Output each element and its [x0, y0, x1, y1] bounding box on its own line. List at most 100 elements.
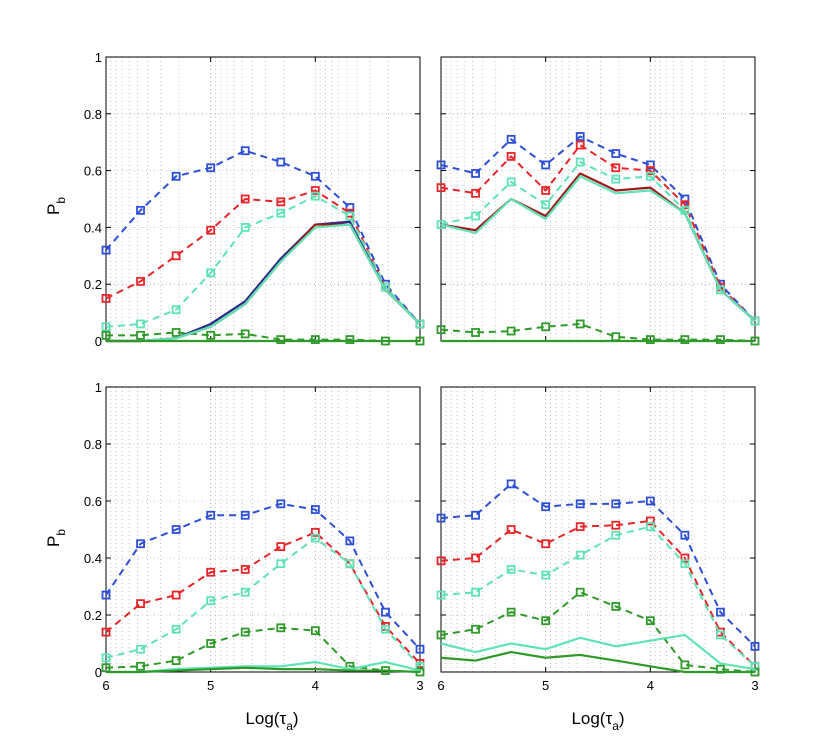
data-point-cyan-dashed: [171, 305, 181, 315]
data-point-blue-dashed: [101, 245, 111, 255]
data-point-cyan-dashed: [136, 319, 145, 329]
series-line-green-solid: [106, 666, 421, 674]
data-point-blue-dashed: [136, 205, 145, 215]
data-point-cyan-dashed: [310, 191, 320, 201]
data-point-green-dashed: [345, 335, 355, 344]
data-point-red-dashed: [101, 293, 111, 303]
data-point-red-dashed: [206, 567, 216, 577]
data-point-green-dashed: [310, 626, 320, 636]
data-point-green-dashed: [206, 639, 216, 648]
data-point-red-dashed: [240, 565, 250, 574]
ytick-label: 0.2: [84, 608, 102, 623]
panel-bottom-right: 6 5 4 3: [436, 386, 760, 693]
data-point-red-dashed: [101, 627, 111, 637]
ytick-label: 0.4: [84, 551, 102, 566]
data-point-cyan-dashed: [575, 550, 585, 560]
ytick-label: 0.6: [84, 494, 102, 509]
data-point-red-dashed: [240, 194, 250, 204]
xlabel-bottom-left: Log(τa): [245, 709, 298, 733]
data-point-cyan-dashed: [541, 570, 551, 580]
data-point-blue-dashed: [471, 169, 480, 178]
ytick-label: 0.8: [84, 107, 102, 122]
series-line-cyan-dashed: [440, 161, 756, 322]
series-line-green-dashed: [440, 591, 756, 673]
data-point-green-dashed: [310, 335, 320, 344]
data-point-red-dashed: [680, 200, 690, 210]
data-point-blue-dashed: [716, 607, 725, 617]
series-line-green-solid: [440, 650, 755, 674]
data-point-cyan-dashed: [611, 530, 621, 540]
panel-bottom-left: 0 0.2 0.4 0.6 0.8 1 6 5 4 3: [84, 380, 425, 693]
data-point-red-dashed: [206, 225, 216, 235]
xtick-label: 4: [312, 678, 319, 693]
data-point-green-dashed: [436, 630, 446, 640]
data-point-red-dashed: [575, 140, 585, 150]
data-point-red-dashed: [171, 590, 181, 600]
ytick-label: 0.8: [84, 437, 102, 452]
ytick-label: 1: [95, 380, 102, 395]
data-point-cyan-dashed: [680, 559, 690, 569]
xtick-label: 6: [437, 678, 444, 693]
data-point-red-dashed: [645, 516, 655, 526]
data-point-blue-dashed: [345, 536, 355, 546]
data-point-blue-dashed: [506, 134, 516, 144]
axes-box: [105, 386, 421, 673]
data-point-blue-dashed: [436, 160, 446, 170]
data-point-blue-dashed: [645, 496, 655, 506]
data-point-red-dashed: [276, 542, 286, 551]
ytick-label: 0.2: [84, 277, 102, 292]
data-point-red-dashed: [310, 527, 320, 537]
data-point-cyan-dashed: [645, 171, 655, 181]
data-point-blue-dashed: [541, 160, 551, 170]
data-point-blue-dashed: [750, 641, 760, 651]
data-point-green-dashed: [645, 335, 655, 344]
data-point-green-dashed: [680, 660, 690, 670]
data-point-cyan-dashed: [206, 268, 216, 278]
data-point-green-dashed: [136, 330, 145, 340]
series-line-cyan-solid: [440, 175, 756, 322]
ytick-label: 0.4: [84, 220, 102, 235]
data-point-red-dashed: [611, 520, 621, 530]
data-point-green-dashed: [276, 623, 286, 633]
series-line-red-dashed: [105, 531, 421, 665]
data-point-green-dashed: [645, 616, 655, 626]
ytick-label: 0: [95, 334, 102, 349]
data-point-blue-dashed: [276, 499, 286, 509]
data-point-blue-dashed: [345, 203, 355, 212]
data-point-green-dashed: [611, 602, 621, 611]
series-line-cyan-dashed: [105, 537, 421, 667]
ytick-label: 0.6: [84, 164, 102, 179]
ylabel-bottom: Pb: [44, 529, 68, 547]
data-point-blue-dashed: [206, 163, 216, 173]
xtick-label: 3: [416, 678, 423, 693]
data-point-cyan-dashed: [240, 587, 250, 597]
data-point-red-dashed: [575, 522, 585, 532]
series-line-green-dashed: [106, 331, 420, 342]
data-point-green-dashed: [276, 335, 286, 344]
data-point-red-dashed: [541, 539, 551, 549]
series-line-red-dashed: [440, 519, 756, 668]
data-point-cyan-dashed: [541, 200, 551, 210]
data-point-cyan-dashed: [750, 316, 760, 326]
data-point-green-dashed: [206, 330, 216, 340]
data-point-green-dashed: [506, 326, 516, 336]
data-point-red-dashed: [680, 553, 690, 563]
data-point-green-dashed: [171, 328, 181, 337]
series-line-red-dashed: [440, 144, 756, 322]
data-point-cyan-dashed: [716, 285, 725, 295]
series-line-cyan-solid: [106, 223, 421, 343]
data-point-green-dashed: [541, 322, 551, 332]
data-point-red-dashed: [506, 525, 516, 534]
data-point-cyan-dashed: [716, 630, 725, 640]
data-point-blue-dashed: [206, 510, 216, 520]
data-point-green-dashed: [240, 627, 250, 637]
xtick-label: 4: [647, 678, 654, 693]
axes-box: [440, 386, 756, 673]
data-point-cyan-dashed: [436, 590, 446, 600]
series-line-blue-dashed: [105, 502, 421, 650]
data-point-cyan-dashed: [506, 565, 516, 574]
data-point-cyan-dashed: [506, 177, 516, 187]
data-point-cyan-dashed: [240, 222, 250, 232]
data-point-cyan-dashed: [310, 533, 320, 543]
